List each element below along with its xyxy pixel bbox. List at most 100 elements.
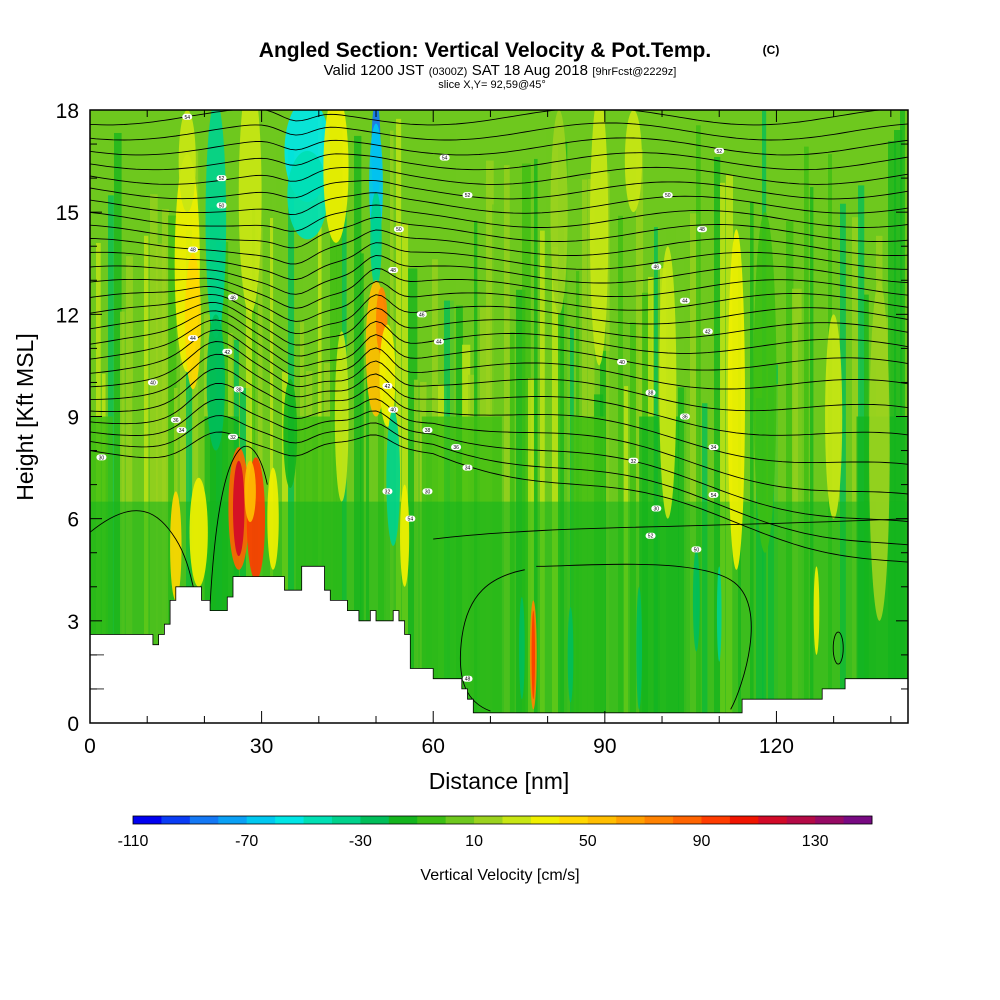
contour-label-bubble xyxy=(187,335,198,342)
contour-label-bubble xyxy=(651,505,662,512)
contour-label-bubble xyxy=(439,154,450,161)
contour-label-bubble xyxy=(645,532,656,539)
isentrope-line xyxy=(90,329,908,390)
isentrope-line xyxy=(90,122,908,141)
colorbar-swatch xyxy=(587,816,617,824)
velocity-column xyxy=(396,118,402,723)
velocity-column xyxy=(402,223,409,723)
velocity-cell xyxy=(636,586,643,710)
colorbar-label: Vertical Velocity [cm/s] xyxy=(420,867,579,884)
velocity-cell xyxy=(386,409,401,546)
contour-label: 38 xyxy=(425,428,431,434)
velocity-column xyxy=(192,150,200,723)
colorbar-tick-labels: -110 -70 -30 10 50 90 130 xyxy=(118,833,829,850)
contour-label-bubble xyxy=(708,444,719,451)
contour-label-bubble xyxy=(416,311,427,318)
contour-label: 46 xyxy=(654,265,660,271)
colorbar-swatch xyxy=(417,816,447,824)
isentrope-line xyxy=(90,415,908,546)
velocity-cell xyxy=(531,610,536,700)
contour-label-bubble xyxy=(222,348,233,355)
velocity-cell xyxy=(334,331,349,502)
contour-label-bubble xyxy=(714,147,725,154)
colorbar-tick-label: -30 xyxy=(349,833,372,850)
velocity-column xyxy=(150,194,158,723)
contour-label: 30 xyxy=(99,455,105,461)
contour-label-bubble xyxy=(616,359,627,366)
velocity-cell xyxy=(379,324,396,427)
velocity-column xyxy=(162,209,169,723)
colorbar xyxy=(132,815,873,825)
colorbar-swatch xyxy=(133,816,162,824)
colorbar-swatch xyxy=(758,816,788,824)
contour-label: 48 xyxy=(699,227,705,233)
contour-label-bubble xyxy=(147,379,158,386)
velocity-cell xyxy=(170,491,182,601)
contour-label: 44 xyxy=(190,336,196,342)
velocity-cell xyxy=(400,484,410,587)
isentrope-line xyxy=(90,367,908,465)
contour-label-bubble xyxy=(697,226,708,233)
contour-label-bubble xyxy=(182,113,193,120)
contour-label: 52 xyxy=(648,534,654,540)
velocity-column xyxy=(690,213,700,723)
velocity-column xyxy=(354,135,362,723)
x-tick-label: 0 xyxy=(84,735,96,758)
contour-label: 34 xyxy=(465,466,471,472)
isentrope-low-contour xyxy=(433,518,908,540)
colorbar-swatch xyxy=(616,816,646,824)
y-axis-label: Height [Kft MSL] xyxy=(12,333,38,500)
velocity-column xyxy=(750,201,754,723)
contour-label: 42 xyxy=(385,384,391,390)
contour-label: 54 xyxy=(184,115,190,121)
isentrope-line xyxy=(90,137,908,156)
colorbar-swatch xyxy=(786,816,816,824)
velocity-cell xyxy=(205,110,227,339)
contour-label-bubble xyxy=(388,267,399,274)
velocity-column xyxy=(498,264,508,723)
contour-labels: 5452504846444240383634323054525048464442… xyxy=(96,113,725,683)
velocity-column xyxy=(168,215,177,723)
x-tick-label: 90 xyxy=(593,735,616,758)
contour-label: 34 xyxy=(711,445,717,451)
velocity-column xyxy=(558,141,568,723)
velocity-column xyxy=(372,211,381,723)
contour-label: 54 xyxy=(408,517,414,523)
colorbar-swatch xyxy=(331,816,361,824)
contour-label-bubble xyxy=(708,491,719,498)
velocity-cell xyxy=(178,110,196,213)
isentrope-line xyxy=(90,310,908,357)
colorbar-tick-label: -110 xyxy=(118,833,149,850)
contour-label-bubble xyxy=(96,454,107,461)
velocity-cell xyxy=(753,212,777,553)
colorbar-swatch xyxy=(445,816,475,824)
x-axis-label: Distance [nm] xyxy=(429,768,570,794)
contour-label-bubble xyxy=(382,488,393,495)
contour-label: 46 xyxy=(419,312,425,318)
velocity-column xyxy=(840,203,846,723)
colorbar-swatch xyxy=(474,816,503,824)
contour-label-bubble xyxy=(170,416,181,423)
contour-label-bubble xyxy=(645,389,656,396)
contour-label: 48 xyxy=(190,248,196,254)
velocity-cell xyxy=(238,110,262,315)
contour-label-bubble xyxy=(651,263,662,270)
contour-label: 50 xyxy=(694,547,700,553)
velocity-cell xyxy=(206,314,225,451)
x-axis: 0 30 60 90 120 xyxy=(84,110,892,758)
velocity-cell xyxy=(189,477,208,587)
colorbar-tick-label: -70 xyxy=(235,833,258,850)
contour-label: 30 xyxy=(425,489,431,495)
contour-label: 50 xyxy=(665,193,671,199)
contour-label: 42 xyxy=(705,329,711,335)
isentrope-line xyxy=(90,152,908,171)
contour-label-bubble xyxy=(422,488,433,495)
velocity-column xyxy=(126,256,133,723)
isentrope-line xyxy=(90,204,908,232)
isentrope-line xyxy=(90,341,908,412)
colorbar-tick-label: 10 xyxy=(465,833,483,850)
contour-label: 50 xyxy=(219,203,225,209)
velocity-column xyxy=(348,159,352,723)
velocity-column xyxy=(534,158,538,723)
